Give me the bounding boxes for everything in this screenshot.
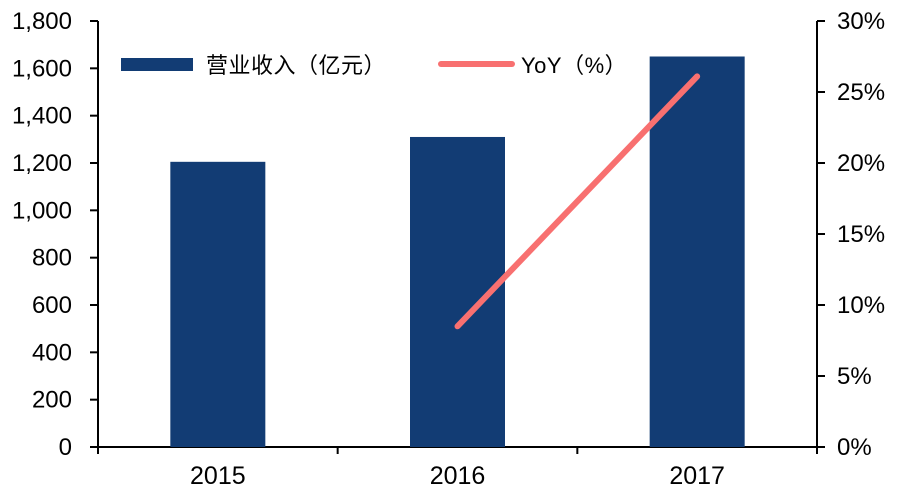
left-axis-tick-label: 1,400: [12, 103, 72, 130]
bar-2017: [649, 56, 745, 447]
right-axis-tick-label: 20%: [837, 150, 885, 177]
left-axis-tick-label: 1,600: [12, 55, 72, 82]
right-axis-tick-label: 15%: [837, 221, 885, 248]
yoy-line: [454, 73, 701, 330]
left-axis-tick-label: 0: [59, 434, 72, 461]
right-axis-tick-label: 0%: [837, 434, 872, 461]
right-axis-tick-label: 30%: [837, 8, 885, 35]
right-axis-tick-label: 25%: [837, 79, 885, 106]
bar-2015: [170, 161, 266, 448]
x-axis-category-label: 2016: [430, 462, 486, 490]
right-axis-tick-label: 5%: [837, 363, 872, 390]
left-axis-tick-label: 1,800: [12, 8, 72, 35]
left-axis-tick-label: 1,200: [12, 150, 72, 177]
left-axis-tick-label: 1,000: [12, 197, 72, 224]
right-axis-tick-label: 10%: [837, 292, 885, 319]
x-axis-category-label: 2017: [669, 462, 725, 490]
left-axis-tick-label: 200: [32, 387, 72, 414]
left-axis-tick-label: 800: [32, 245, 72, 272]
left-axis-tick-label: 600: [32, 292, 72, 319]
left-axis-tick-label: 400: [32, 339, 72, 366]
x-axis-category-label: 2015: [190, 462, 246, 490]
